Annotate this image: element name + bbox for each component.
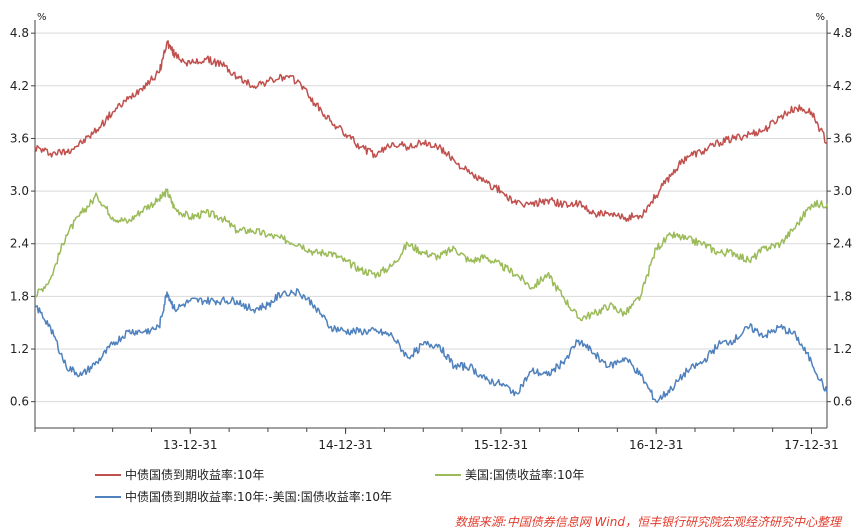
legend-item-spread: 中债国债到期收益率:10年:-美国:国债收益率:10年: [95, 488, 392, 505]
legend-label: 中债国债到期收益率:10年: [125, 468, 265, 482]
x-tick-label: 16-12-31: [629, 438, 683, 452]
legend-swatch: [95, 495, 121, 498]
x-tick-label: 13-12-31: [163, 438, 217, 452]
y-tick-label-right: 1.8: [833, 289, 852, 303]
y-tick-label-left: 3.6: [10, 131, 29, 145]
series-line-2: [34, 288, 828, 403]
y-tick-label-left: 4.8: [10, 26, 29, 40]
y-tick-label-left: 3.0: [10, 184, 29, 198]
y-tick-label-right: 3.6: [833, 131, 852, 145]
source-note: 数据来源:中国债券信息网 Wind，恒丰银行研究院宏观经济研究中心整理: [454, 515, 841, 529]
y-unit-label-left: %: [37, 12, 47, 23]
tick-labels: 0.6 0.6 1.2 1.2 1.8 1.8 2.4 2.4 3.0 3.0 3.6 3.6 4.2 4…: [10, 12, 852, 452]
y-tick-label-right: 4.8: [833, 26, 852, 40]
y-tick-label-right: 0.6: [833, 395, 852, 409]
legend-item-cn-yield: 中债国债到期收益率:10年: [95, 466, 264, 483]
y-tick-label-right: 3.0: [833, 184, 852, 198]
gridlines: [35, 32, 827, 403]
y-tick-label-left: 4.2: [10, 79, 29, 93]
series-line-1: [34, 188, 828, 322]
y-tick-label-left: 0.6: [10, 395, 29, 409]
y-tick-label-right: 2.4: [833, 237, 852, 251]
legend-swatch: [435, 473, 461, 476]
y-tick-label-right: 1.2: [833, 342, 852, 356]
x-tick-label: 17-12-31: [784, 438, 838, 452]
legend-item-us-yield: 美国:国债收益率:10年: [435, 466, 584, 483]
y-tick-label-left: 1.8: [10, 289, 29, 303]
y-tick-label-left: 2.4: [10, 237, 29, 251]
legend-label: 美国:国债收益率:10年: [465, 468, 585, 482]
legend-swatch: [95, 473, 121, 476]
y-unit-label-right: %: [815, 12, 825, 23]
series-lines: [34, 40, 828, 403]
x-tick-label: 14-12-31: [318, 438, 372, 452]
x-tick-label: 15-12-31: [474, 438, 528, 452]
y-tick-label-left: 1.2: [10, 342, 29, 356]
axes: [31, 20, 831, 434]
series-line-0: [34, 40, 828, 222]
y-tick-label-right: 4.2: [833, 79, 852, 93]
legend-label: 中债国债到期收益率:10年:-美国:国债收益率:10年: [125, 490, 393, 504]
